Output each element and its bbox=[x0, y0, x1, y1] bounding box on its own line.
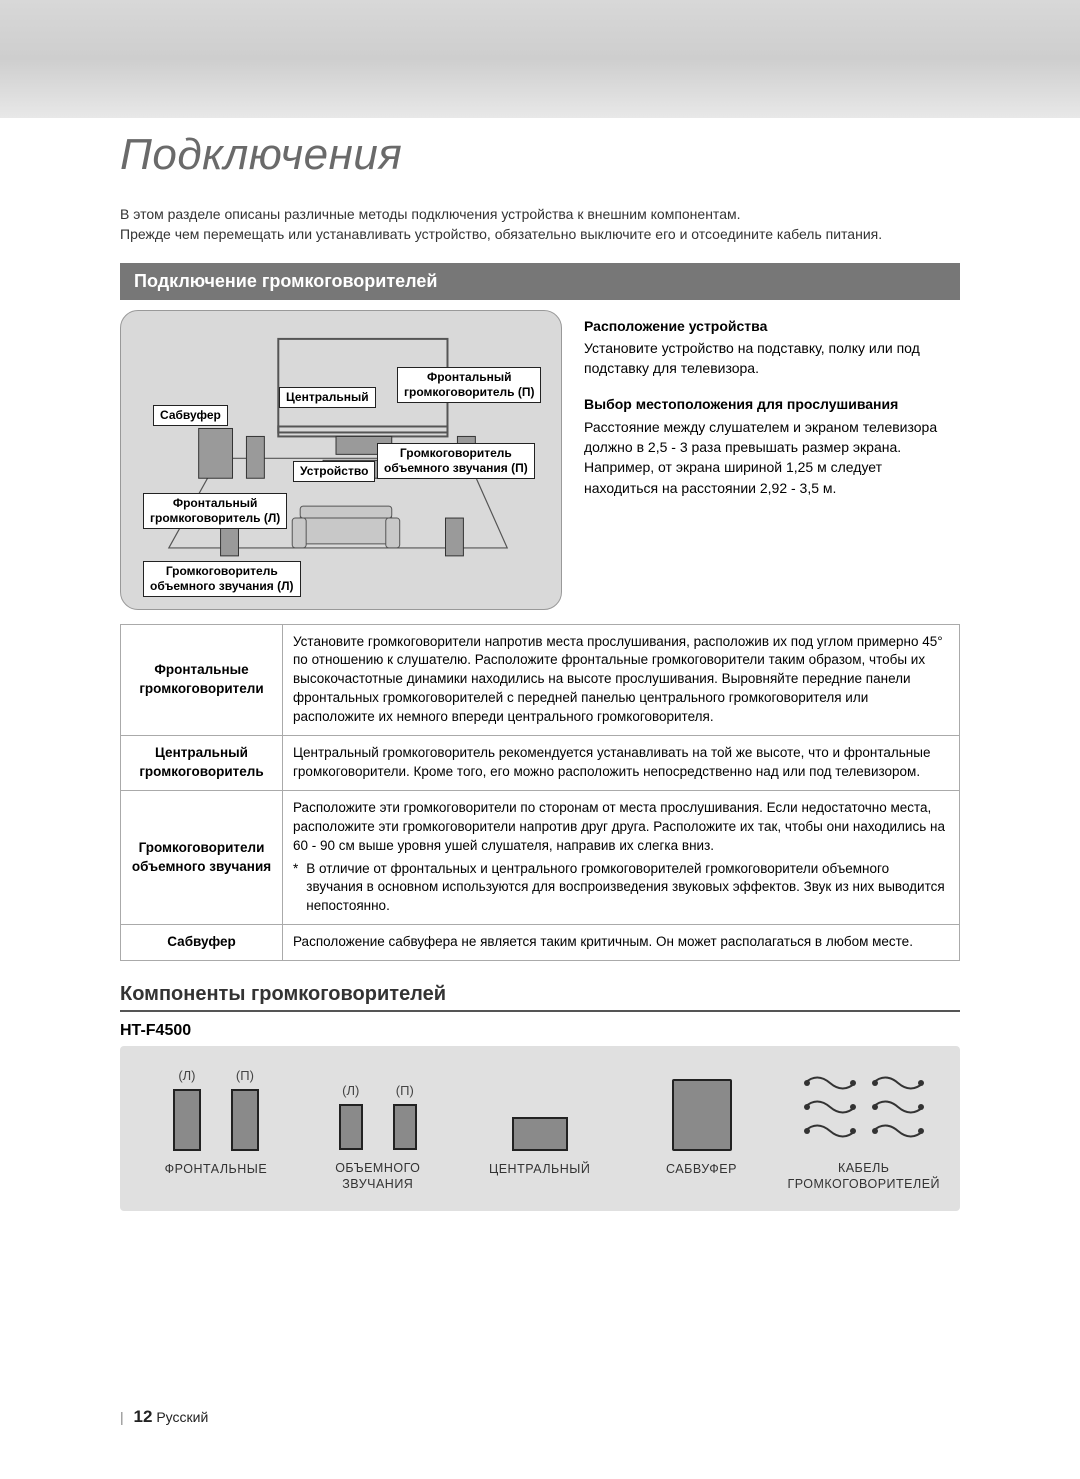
page-number: 12 bbox=[134, 1407, 153, 1426]
lr-label-right: (П) bbox=[236, 1068, 254, 1083]
cable-icon bbox=[803, 1074, 857, 1092]
placement-note: Расположение устройства Установите устро… bbox=[584, 316, 960, 379]
row-text-surround: Расположите эти громкоговорители по стор… bbox=[283, 790, 960, 924]
listening-note: Выбор местоположения для прослушивания Р… bbox=[584, 394, 960, 497]
table-row: Сабвуфер Расположение сабвуфера не являе… bbox=[121, 925, 960, 961]
table-row: Центральный громкоговоритель Центральный… bbox=[121, 736, 960, 791]
comp-sub: САБВУФЕР bbox=[626, 1065, 778, 1193]
cable-icon bbox=[871, 1098, 925, 1116]
cable-icon bbox=[803, 1122, 857, 1140]
cable-grid bbox=[803, 1064, 925, 1150]
placement-text: Установите устройство на подставку, полк… bbox=[584, 338, 960, 379]
caption-front: ФРОНТАЛЬНЫЕ bbox=[165, 1161, 268, 1193]
row-label-sub: Сабвуфер bbox=[121, 925, 283, 961]
caption-center: ЦЕНТРАЛЬНЫЙ bbox=[489, 1161, 590, 1193]
center-speaker-icon bbox=[512, 1117, 568, 1151]
row-label-front: Фронтальные громкоговорители bbox=[121, 624, 283, 735]
comp-front: (Л) (П) ФРОНТАЛЬНЫЕ bbox=[140, 1065, 292, 1193]
caption-surround: ОБЪЕМНОГО ЗВУЧАНИЯ bbox=[335, 1160, 420, 1193]
asterisk-icon: * bbox=[293, 860, 298, 917]
row-text-front: Установите громкоговорители напротив мес… bbox=[283, 624, 960, 735]
cable-icon bbox=[871, 1122, 925, 1140]
subwoofer-icon bbox=[672, 1079, 732, 1151]
page-footer: | 12 Русский bbox=[120, 1407, 208, 1427]
row-label-center: Центральный громкоговоритель bbox=[121, 736, 283, 791]
label-surround-left: Громкоговоритель объемного звучания (Л) bbox=[143, 561, 301, 597]
diagram-row: Сабвуфер Центральный Фронтальный громког… bbox=[120, 310, 960, 610]
components-panel: (Л) (П) ФРОНТАЛЬНЫЕ (Л) (П) bbox=[120, 1046, 960, 1211]
section-header: Подключение громкоговорителей bbox=[120, 263, 960, 300]
label-front-left: Фронтальный громкоговоритель (Л) bbox=[143, 493, 287, 529]
caption-cable: КАБЕЛЬ ГРОМКОГОВОРИТЕЛЕЙ bbox=[787, 1160, 940, 1193]
listening-text: Расстояние между слушателем и экраном те… bbox=[584, 417, 960, 498]
table-row: Фронтальные громкоговорители Установите … bbox=[121, 624, 960, 735]
lr-label-left: (Л) bbox=[178, 1068, 195, 1083]
surround-right-speaker-icon bbox=[393, 1104, 417, 1150]
intro-line-2: Прежде чем перемещать или устанавливать … bbox=[120, 226, 882, 242]
row-text-center: Центральный громкоговоритель рекомендует… bbox=[283, 736, 960, 791]
cable-icon bbox=[803, 1098, 857, 1116]
surround-left-speaker-icon bbox=[339, 1104, 363, 1150]
surround-main-text: Расположите эти громкоговорители по стор… bbox=[293, 800, 945, 853]
label-center: Центральный bbox=[279, 387, 376, 408]
comp-center: ЦЕНТРАЛЬНЫЙ bbox=[464, 1065, 616, 1193]
page-title: Подключения bbox=[120, 130, 960, 180]
front-left-speaker-icon bbox=[173, 1089, 201, 1151]
comp-cables: КАБЕЛЬ ГРОМКОГОВОРИТЕЛЕЙ bbox=[787, 1064, 940, 1193]
label-surround-right: Громкоговоритель объемного звучания (П) bbox=[377, 443, 535, 479]
comp-surround: (Л) (П) ОБЪЕМНОГО ЗВУЧАНИЯ bbox=[302, 1064, 454, 1193]
cable-icon bbox=[871, 1074, 925, 1092]
surround-note-text: В отличие от фронтальных и центрального … bbox=[306, 860, 949, 917]
label-front-right: Фронтальный громкоговоритель (П) bbox=[397, 367, 541, 403]
lr-label-right: (П) bbox=[396, 1083, 414, 1098]
page-language: Русский bbox=[156, 1409, 208, 1425]
speaker-layout-diagram: Сабвуфер Центральный Фронтальный громког… bbox=[120, 310, 562, 610]
label-unit: Устройство bbox=[293, 461, 375, 482]
front-right-speaker-icon bbox=[231, 1089, 259, 1151]
caption-sub: САБВУФЕР bbox=[666, 1161, 737, 1193]
model-number: HT-F4500 bbox=[120, 1022, 960, 1040]
page-header-gradient bbox=[0, 0, 1080, 118]
placement-heading: Расположение устройства bbox=[584, 316, 960, 336]
listening-heading: Выбор местоположения для прослушивания bbox=[584, 394, 960, 414]
intro-text: В этом разделе описаны различные методы … bbox=[120, 204, 960, 245]
footer-bar-icon: | bbox=[120, 1409, 124, 1425]
side-notes: Расположение устройства Установите устро… bbox=[584, 310, 960, 610]
components-heading: Компоненты громкоговорителей bbox=[120, 983, 960, 1012]
row-text-sub: Расположение сабвуфера не является таким… bbox=[283, 925, 960, 961]
row-label-surround: Громкоговорители объемного звучания bbox=[121, 790, 283, 924]
speaker-positioning-table: Фронтальные громкоговорители Установите … bbox=[120, 624, 960, 961]
lr-label-left: (Л) bbox=[342, 1083, 359, 1098]
intro-line-1: В этом разделе описаны различные методы … bbox=[120, 206, 741, 222]
page-content: Подключения В этом разделе описаны разли… bbox=[0, 130, 1080, 1211]
label-subwoofer: Сабвуфер bbox=[153, 405, 228, 426]
table-row: Громкоговорители объемного звучания Расп… bbox=[121, 790, 960, 924]
